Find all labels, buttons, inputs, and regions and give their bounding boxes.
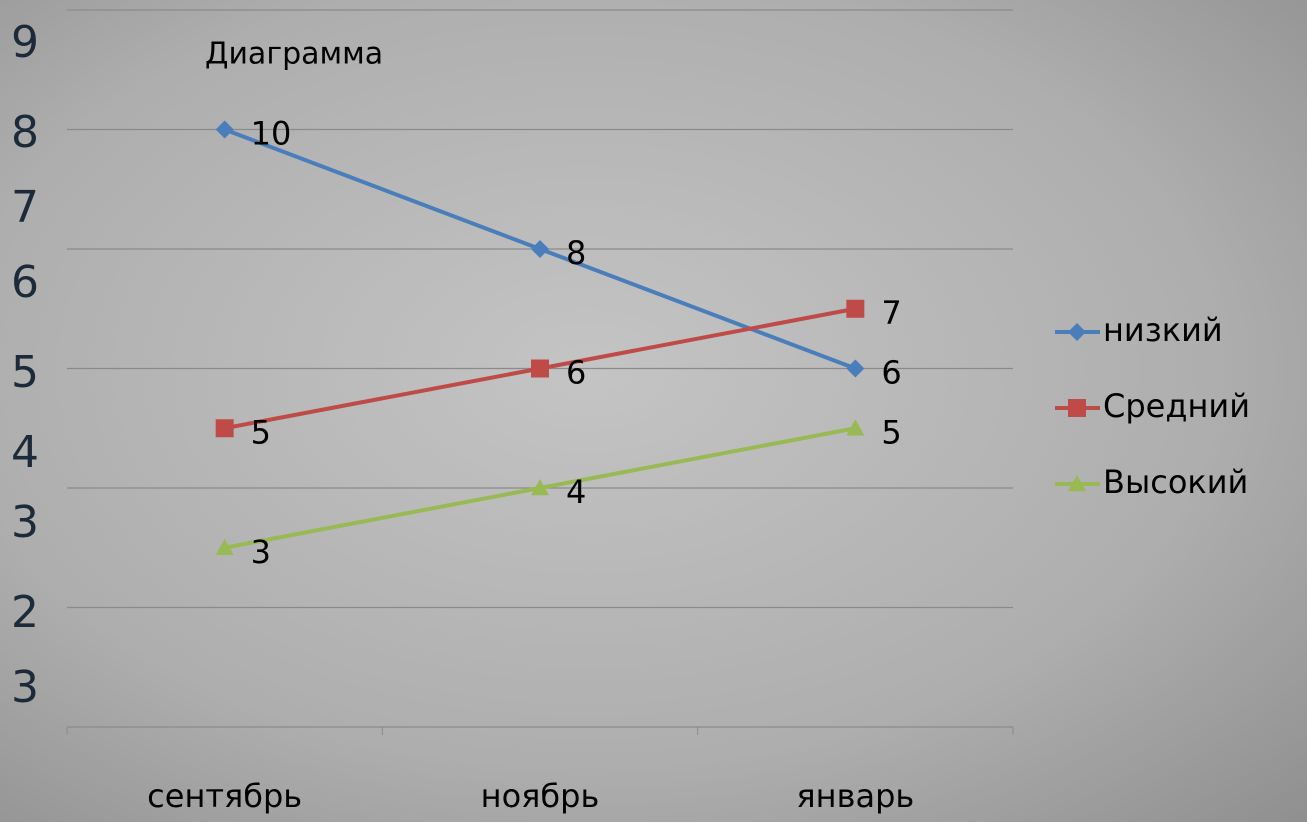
side-label: 8: [11, 107, 39, 158]
data-label: 3: [251, 533, 271, 571]
side-label: 5: [11, 347, 39, 398]
marker: [846, 299, 865, 318]
side-label: 3: [11, 662, 39, 713]
side-label: 3: [11, 497, 39, 548]
marker: [531, 240, 549, 258]
legend-label: Высокий: [1103, 463, 1248, 501]
marker: [215, 419, 234, 438]
x-tick-label: ноябрь: [481, 777, 600, 815]
data-label: 10: [251, 115, 292, 153]
side-label: 7: [11, 182, 39, 233]
marker: [1068, 475, 1086, 492]
marker: [1068, 399, 1086, 417]
data-label: 6: [566, 354, 586, 392]
side-label: 9: [11, 17, 39, 68]
data-label: 4: [566, 473, 586, 511]
marker: [531, 359, 549, 378]
x-tick-label: январь: [796, 777, 914, 815]
chart-title: Диаграмма: [205, 37, 383, 72]
data-label: 7: [881, 294, 901, 332]
marker: [846, 359, 865, 378]
data-label: 5: [251, 413, 271, 451]
data-label: 6: [881, 354, 901, 392]
x-tick-label: сентябрь: [147, 777, 302, 815]
legend-label: низкий: [1103, 311, 1223, 349]
marker: [215, 538, 234, 555]
marker: [215, 120, 234, 139]
side-label: 6: [11, 257, 39, 308]
marker: [1068, 323, 1086, 341]
data-label: 5: [881, 413, 901, 451]
legend-label: Средний: [1103, 387, 1250, 425]
side-label: 4: [11, 427, 39, 478]
marker: [531, 479, 549, 496]
data-label: 8: [566, 234, 586, 272]
marker: [846, 419, 865, 436]
side-label: 2: [11, 587, 39, 638]
